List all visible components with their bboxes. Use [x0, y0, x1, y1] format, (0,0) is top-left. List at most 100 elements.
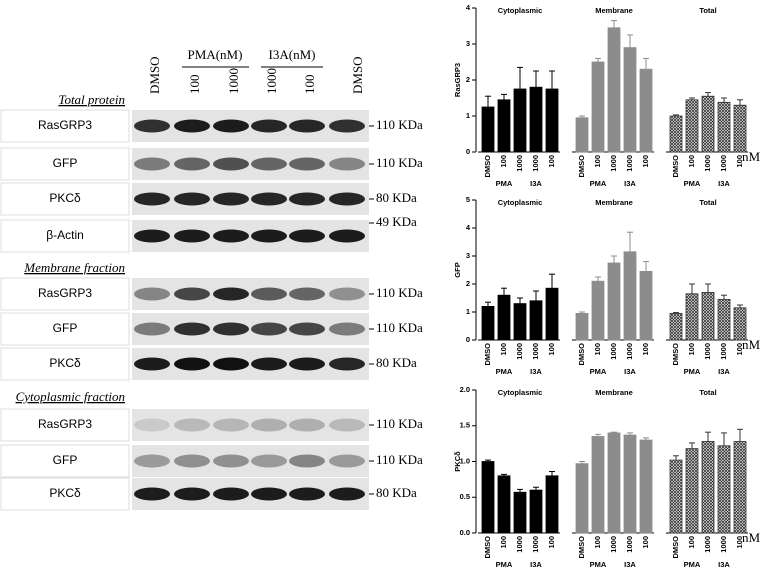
bar — [481, 106, 495, 153]
blot-band — [289, 157, 325, 171]
row-label: GFP — [53, 321, 78, 335]
subgroup-label: PMA — [684, 560, 701, 568]
blot-band — [174, 454, 210, 468]
x-tick-label: 100 — [499, 343, 508, 356]
x-tick-label: 100 — [547, 343, 556, 356]
subgroup-label: PMA — [684, 367, 701, 376]
y-tick-label: 0 — [466, 335, 470, 344]
blot-band — [329, 287, 365, 301]
group-title: Cytoplasmic — [498, 198, 543, 207]
size-label: 80 KDa — [376, 190, 417, 205]
size-label: 80 KDa — [376, 355, 417, 370]
subgroup-label: PMA — [684, 179, 701, 188]
row-label: GFP — [53, 453, 78, 467]
x-tick-label: 100 — [687, 155, 696, 168]
bar — [591, 280, 605, 341]
row-label: RasGRP3 — [38, 286, 92, 300]
size-label: 110 KDa — [376, 155, 423, 170]
unit-label: nM — [742, 149, 761, 164]
y-tick-label: 2 — [466, 75, 470, 84]
blot-band — [329, 418, 365, 432]
lane-label: 1000 — [226, 68, 241, 94]
bar — [685, 293, 699, 341]
blot-band — [329, 487, 365, 501]
blot-band — [134, 119, 170, 133]
blot-band — [134, 357, 170, 371]
bar — [717, 298, 731, 341]
x-tick-label: 100 — [499, 155, 508, 168]
x-tick-label: DMSO — [577, 536, 586, 559]
size-label: 110 KDa — [376, 320, 423, 335]
x-tick-label: 100 — [735, 155, 744, 168]
bar — [481, 305, 495, 341]
subgroup-label: PMA — [590, 367, 607, 376]
x-tick-label: 100 — [687, 343, 696, 356]
blot-band — [134, 454, 170, 468]
x-tick-label: 1000 — [625, 155, 634, 172]
bar — [607, 432, 621, 534]
y-tick-label: 3 — [466, 39, 470, 48]
bar — [575, 312, 589, 341]
bar — [639, 68, 653, 153]
row-label: RasGRP3 — [38, 118, 92, 132]
blot-band — [289, 119, 325, 133]
group-title: Membrane — [595, 6, 633, 15]
y-tick-label: 2.0 — [460, 385, 470, 394]
y-axis-label: GFP — [453, 262, 462, 277]
bar — [513, 491, 527, 534]
size-label: 110 KDa — [376, 416, 423, 431]
column-header: I3A(nM) — [269, 47, 316, 62]
x-tick-label: 1000 — [609, 343, 618, 360]
x-tick-label: 1000 — [609, 155, 618, 172]
group-title: Membrane — [595, 198, 633, 207]
x-tick-label: 100 — [641, 536, 650, 549]
x-tick-label: 100 — [547, 536, 556, 549]
group-title: Cytoplasmic — [498, 388, 543, 397]
blot-band — [174, 487, 210, 501]
bar — [733, 441, 747, 534]
bar — [701, 291, 715, 341]
row-label: PKCδ — [49, 356, 81, 370]
x-tick-label: 100 — [499, 536, 508, 549]
row-label-box — [0, 182, 130, 216]
x-tick-label: DMSO — [671, 536, 680, 559]
group-title: Cytoplasmic — [498, 6, 543, 15]
subgroup-label: I3A — [530, 179, 542, 188]
blot-band — [134, 322, 170, 336]
bar — [497, 99, 511, 153]
subgroup-label: PMA — [496, 179, 513, 188]
row-label-box — [0, 277, 130, 311]
y-tick-label: 1 — [466, 307, 470, 316]
size-label: 110 KDa — [376, 285, 423, 300]
row-label-box — [0, 444, 130, 478]
blot-band — [134, 287, 170, 301]
subgroup-label: PMA — [590, 179, 607, 188]
blot-band — [289, 229, 325, 243]
x-tick-label: 1000 — [625, 343, 634, 360]
bar — [623, 434, 637, 534]
bar — [639, 439, 653, 534]
bar — [669, 115, 683, 153]
blot-band — [174, 322, 210, 336]
blot-band — [329, 157, 365, 171]
row-label-box — [0, 109, 130, 143]
section-title: Membrane fraction — [23, 260, 125, 275]
row-label: PKCδ — [49, 191, 81, 205]
size-label: 110 KDa — [376, 452, 423, 467]
blot-band — [289, 192, 325, 206]
blot-band — [174, 357, 210, 371]
column-header: PMA(nM) — [188, 47, 243, 62]
bar — [685, 99, 699, 153]
x-tick-label: 100 — [641, 343, 650, 356]
row-label: GFP — [53, 156, 78, 170]
x-tick-label: 1000 — [625, 536, 634, 553]
blot-band — [213, 119, 249, 133]
y-tick-label: 2 — [466, 279, 470, 288]
subgroup-label: I3A — [624, 367, 636, 376]
bar — [733, 307, 747, 341]
x-tick-label: 100 — [593, 343, 602, 356]
blot-band — [213, 487, 249, 501]
lane-label: 1000 — [264, 68, 279, 94]
blot-panel — [132, 278, 369, 310]
